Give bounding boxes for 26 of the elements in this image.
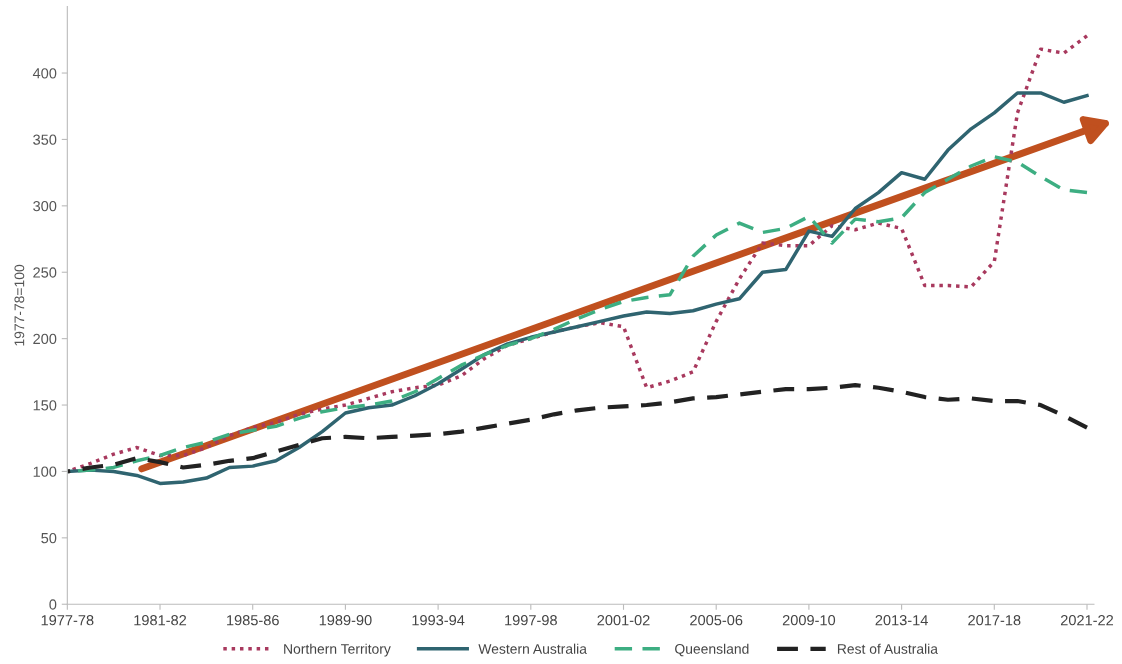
y-tick-label: 250	[33, 267, 57, 278]
y-tick-label: 300	[33, 200, 57, 212]
x-tick-label: 2021-22	[1060, 615, 1114, 626]
x-tick-label: 1989-90	[319, 615, 372, 626]
x-tick-label: 1981-82	[134, 615, 187, 626]
y-tick-label: 100	[33, 466, 57, 477]
legend-label: Northern Territory	[284, 643, 391, 657]
x-tick-label: 2009-10	[782, 615, 836, 626]
y-tick-label: 0	[49, 599, 57, 610]
y-tick-label: 150	[33, 400, 57, 411]
x-tick-label: 1997-98	[505, 615, 557, 626]
x-tick-label: 2017-18	[968, 615, 1021, 626]
y-tick-label: 350	[33, 134, 57, 145]
x-tick-label: 1985-86	[227, 615, 279, 626]
x-tick-label: 2013-14	[875, 615, 928, 626]
x-tick-label: 2001-02	[597, 615, 650, 626]
y-tick-label: 50	[41, 532, 57, 544]
y-tick-label: 200	[33, 333, 57, 345]
legend-label: Queensland	[675, 643, 749, 657]
legend-label: Western Australia	[478, 643, 587, 654]
y-tick-label: 400	[32, 68, 57, 79]
y-axis-title: 1977-78=100	[14, 264, 25, 346]
legend-label: Rest of Australia	[837, 643, 938, 654]
x-tick-label: 1977-78	[41, 615, 94, 626]
x-tick-label: 1993-94	[412, 615, 465, 626]
x-tick-label: 2005-06	[690, 615, 743, 626]
